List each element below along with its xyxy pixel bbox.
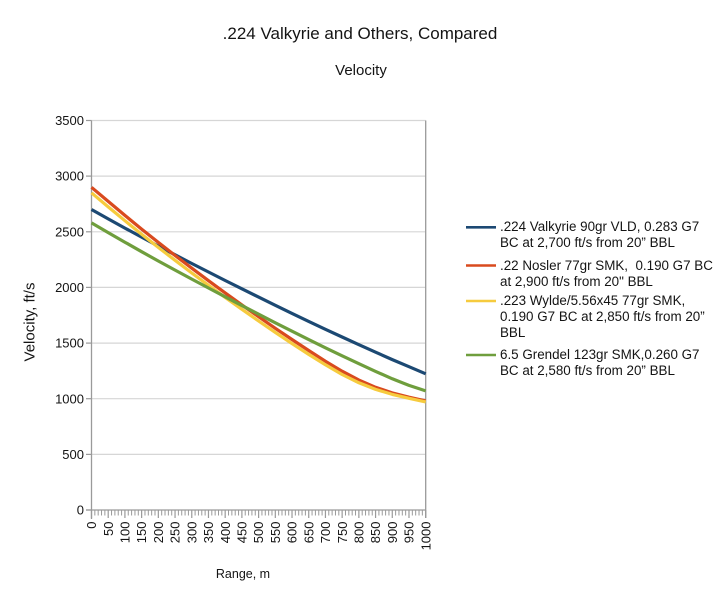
svg-text:1000: 1000 bbox=[55, 391, 84, 406]
svg-text:600: 600 bbox=[285, 522, 300, 544]
svg-text:150: 150 bbox=[134, 522, 149, 544]
svg-text:750: 750 bbox=[335, 522, 350, 544]
svg-text:300: 300 bbox=[184, 522, 199, 544]
svg-text:100: 100 bbox=[118, 522, 133, 544]
svg-text:2000: 2000 bbox=[55, 280, 84, 295]
svg-text:700: 700 bbox=[318, 522, 333, 544]
svg-text:250: 250 bbox=[168, 522, 183, 544]
svg-text:3000: 3000 bbox=[55, 169, 84, 184]
svg-text:2500: 2500 bbox=[55, 224, 84, 239]
svg-text:550: 550 bbox=[268, 522, 283, 544]
svg-text:50: 50 bbox=[101, 522, 116, 536]
svg-text:800: 800 bbox=[352, 522, 367, 544]
svg-text:450: 450 bbox=[235, 522, 250, 544]
svg-text:0: 0 bbox=[77, 503, 84, 518]
svg-text:500: 500 bbox=[251, 522, 266, 544]
svg-text:3500: 3500 bbox=[55, 113, 84, 128]
svg-text:950: 950 bbox=[402, 522, 417, 544]
svg-text:0: 0 bbox=[84, 522, 99, 529]
svg-text:650: 650 bbox=[301, 522, 316, 544]
svg-text:850: 850 bbox=[368, 522, 383, 544]
svg-text:1500: 1500 bbox=[55, 336, 84, 351]
svg-text:400: 400 bbox=[218, 522, 233, 544]
svg-text:350: 350 bbox=[201, 522, 216, 544]
svg-text:1000: 1000 bbox=[418, 522, 433, 551]
svg-text:900: 900 bbox=[385, 522, 400, 544]
svg-text:200: 200 bbox=[151, 522, 166, 544]
svg-text:500: 500 bbox=[62, 447, 84, 462]
